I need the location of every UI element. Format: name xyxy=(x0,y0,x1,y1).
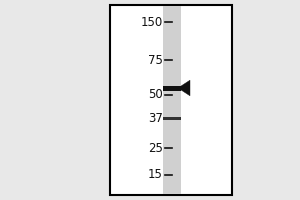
Bar xyxy=(163,116,181,119)
Text: 50: 50 xyxy=(148,88,163,102)
Bar xyxy=(163,6,181,194)
Text: 37: 37 xyxy=(148,112,163,124)
Bar xyxy=(163,86,181,90)
Text: 25: 25 xyxy=(148,142,163,154)
Text: 15: 15 xyxy=(148,168,163,182)
Text: 150: 150 xyxy=(141,16,163,28)
Bar xyxy=(110,5,232,195)
Polygon shape xyxy=(178,80,190,96)
Text: 75: 75 xyxy=(148,53,163,66)
